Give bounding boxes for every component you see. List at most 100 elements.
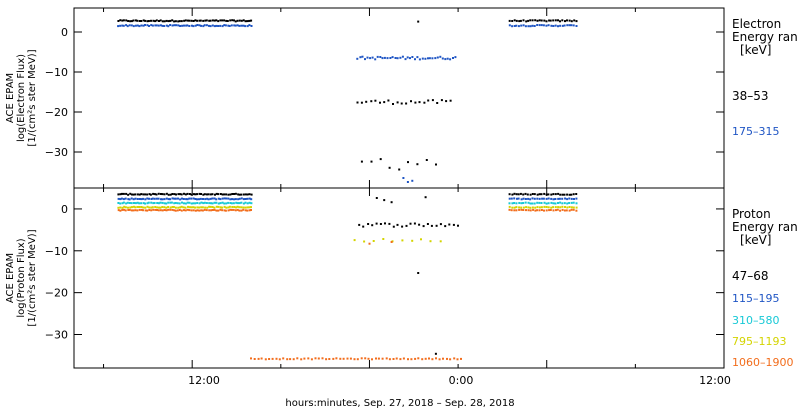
proton-data-point [429, 240, 432, 243]
proton-data-point [533, 202, 536, 205]
proton-data-point [515, 209, 518, 212]
electron-data-point [356, 57, 359, 60]
electron-data-point [122, 19, 125, 22]
electron-data-point [417, 20, 420, 23]
proton-data-point [238, 209, 241, 212]
proton-data-point [558, 197, 561, 200]
proton-data-point [136, 198, 139, 200]
electron-data-point [540, 19, 543, 22]
proton-data-point [219, 202, 222, 205]
proton-data-point [159, 209, 162, 212]
electron-data-point [405, 102, 408, 105]
electron-data-point [360, 160, 363, 163]
proton-data-point [246, 209, 249, 212]
proton-data-point [524, 198, 527, 200]
electron-data-point [196, 24, 199, 26]
electron-data-point [557, 19, 559, 22]
proton-data-point [123, 205, 126, 208]
proton-data-point [541, 197, 544, 200]
proton-data-point [136, 206, 139, 208]
electron-data-point [248, 24, 251, 27]
electron-data-point [138, 20, 141, 22]
proton-data-point [187, 205, 189, 208]
proton-data-point [161, 193, 164, 196]
electron-data-point [511, 25, 514, 28]
proton-data-point [561, 205, 564, 208]
proton-data-point [242, 206, 245, 209]
proton-data-point [152, 202, 155, 205]
proton-data-point [133, 205, 135, 208]
proton-data-point [180, 193, 183, 196]
proton-data-point [413, 222, 416, 225]
proton-data-point [339, 357, 342, 360]
proton-data-point [364, 357, 367, 360]
proton-data-point [303, 357, 306, 360]
electron-data-point [414, 58, 416, 61]
electron-data-point [410, 100, 412, 103]
proton-data-point [142, 193, 145, 196]
proton-data-point [452, 223, 455, 226]
proton-data-point [542, 197, 545, 200]
proton-data-point [550, 201, 553, 204]
proton-data-point [188, 197, 191, 200]
electron-data-point [568, 24, 571, 27]
proton-data-point [234, 198, 237, 201]
electron-data-point [150, 24, 153, 27]
proton-data-point [171, 206, 174, 208]
proton-data-point [196, 209, 199, 212]
proton-data-point [550, 193, 553, 196]
proton-data-point [121, 202, 124, 205]
proton-data-point [124, 197, 127, 200]
proton-data-point [508, 205, 511, 208]
proton-data-point [439, 223, 442, 226]
electron-data-point [425, 159, 428, 161]
proton-data-point [554, 193, 557, 196]
proton-data-point [508, 197, 511, 200]
proton-data-point [223, 202, 226, 205]
proton-data-point [379, 223, 382, 225]
electron-data-point [431, 99, 434, 102]
proton-data-point [545, 202, 548, 205]
proton-data-point [140, 206, 143, 208]
electron-data-point [147, 20, 150, 22]
proton-data-point [227, 201, 230, 204]
proton-data-point [513, 197, 516, 200]
proton-data-point [513, 202, 516, 204]
electron-data-point [163, 20, 166, 23]
proton-y-axis-label: ACE EPAM log(Proton Flux) [1/(cm²s ster … [5, 229, 38, 326]
electron-legend-title-line-1: Electron [732, 17, 781, 31]
proton-data-point [190, 209, 193, 212]
proton-data-point [211, 202, 214, 205]
electron-legend-title-line-3: [keV] [740, 43, 771, 57]
proton-y-tick-label: −10 [45, 245, 68, 258]
electron-data-point [125, 19, 128, 22]
proton-data-point [563, 193, 566, 196]
proton-data-point [552, 209, 555, 212]
proton-data-point [457, 224, 459, 227]
proton-data-point [190, 202, 193, 205]
proton-data-point [167, 208, 170, 211]
proton-data-point [201, 206, 204, 209]
electron-series-1 [117, 19, 578, 171]
electron-data-point [154, 20, 157, 23]
proton-data-point [169, 193, 172, 196]
proton-data-point [559, 206, 562, 209]
proton-data-point [409, 222, 412, 225]
proton-data-point [227, 209, 230, 212]
electron-data-point [154, 24, 157, 27]
electron-data-point [178, 20, 181, 23]
electron-data-point [531, 19, 534, 22]
proton-data-point [196, 202, 199, 204]
proton-data-point [130, 202, 133, 205]
electron-data-point [130, 24, 133, 27]
electron-legend-entry-1: 38–53 [732, 89, 769, 103]
proton-data-point [545, 209, 548, 212]
proton-data-point [172, 206, 175, 208]
proton-data-point [188, 201, 191, 204]
electron-data-point [527, 25, 530, 28]
proton-data-point [533, 193, 536, 196]
proton-series-4 [117, 205, 578, 243]
proton-legend-entry-5: 1060–1900 [732, 356, 794, 369]
proton-data-point [547, 197, 550, 200]
proton-data-point [568, 209, 571, 212]
